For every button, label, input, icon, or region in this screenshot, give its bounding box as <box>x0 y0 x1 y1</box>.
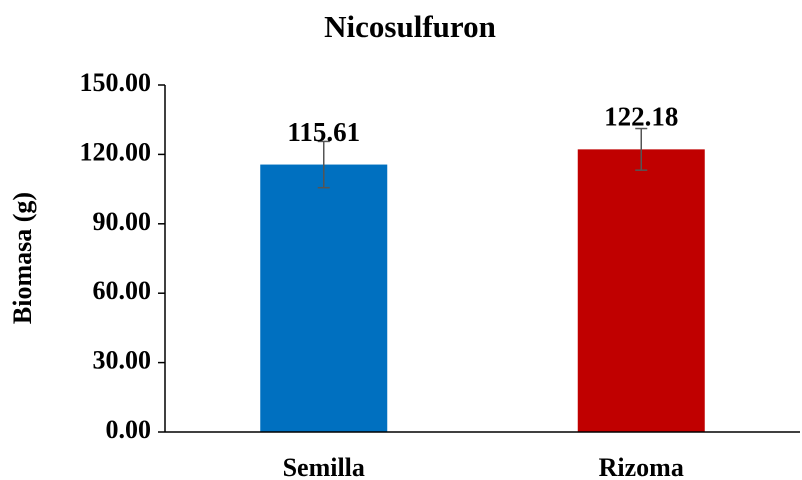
bar <box>260 164 388 432</box>
y-tick-label: 90.00 <box>93 207 152 236</box>
y-tick-label: 30.00 <box>93 346 152 375</box>
y-axis-label: Biomasa (g) <box>8 192 37 324</box>
bar <box>577 149 705 432</box>
data-label: 122.18 <box>604 102 678 132</box>
error-bar <box>317 140 330 189</box>
error-bar <box>635 127 648 171</box>
x-tick-label: Semilla <box>283 453 365 480</box>
y-tick-label: 60.00 <box>93 276 152 305</box>
chart-title: Nicosulfuron <box>324 9 496 44</box>
y-tick-label: 150.00 <box>80 68 152 97</box>
x-tick-label: Rizoma <box>599 453 684 480</box>
y-tick-label: 120.00 <box>80 137 152 166</box>
y-tick-label: 0.00 <box>106 415 152 444</box>
data-label: 115.61 <box>287 117 360 147</box>
